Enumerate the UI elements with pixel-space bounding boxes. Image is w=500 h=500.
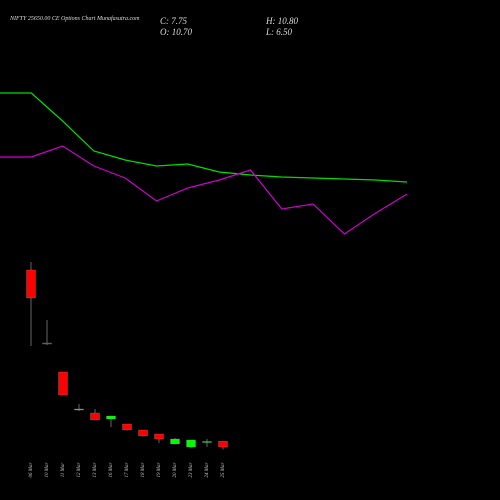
x-tick-label: 23 Mar: [189, 463, 194, 478]
x-tick-label: 17 Mar: [125, 463, 130, 478]
x-tick-label: 12 Mar: [77, 463, 82, 478]
candle-body: [218, 440, 228, 448]
candle-body: [106, 415, 116, 420]
candle-body: [138, 429, 148, 437]
stat: L: 6.50: [265, 27, 293, 37]
x-tick-label: 06 Mar: [29, 463, 34, 478]
candle-body: [122, 423, 132, 431]
x-tick-label: 11 Mar: [61, 463, 66, 478]
candle-body: [154, 433, 164, 440]
candle-body: [26, 269, 36, 299]
average-line: [0, 145, 408, 235]
x-tick-label: 13 Mar: [93, 463, 98, 478]
x-tick-label: 16 Mar: [109, 463, 114, 478]
candle-body: [202, 441, 212, 443]
stat: O: 10.70: [160, 27, 192, 37]
x-tick-label: 10 Mar: [45, 463, 50, 478]
candle-body: [170, 438, 180, 445]
average-line: [0, 92, 408, 183]
candle-body: [74, 408, 84, 411]
candle-body: [90, 412, 100, 421]
x-tick-label: 20 Mar: [173, 463, 178, 478]
stat: C: 7.75: [160, 16, 188, 26]
stat: H: 10.80: [265, 16, 298, 26]
candle-body: [42, 342, 52, 345]
candle-body: [58, 371, 68, 396]
x-tick-label: 24 Mar: [205, 463, 210, 478]
x-tick-label: 18 Mar: [141, 463, 146, 478]
x-tick-label: 25 Mar: [221, 463, 226, 478]
chart-title: NIFTY 25650.00 CE Options Chart Munafasu…: [9, 15, 140, 22]
x-tick-label: 19 Mar: [157, 463, 162, 478]
candle-body: [186, 439, 196, 448]
